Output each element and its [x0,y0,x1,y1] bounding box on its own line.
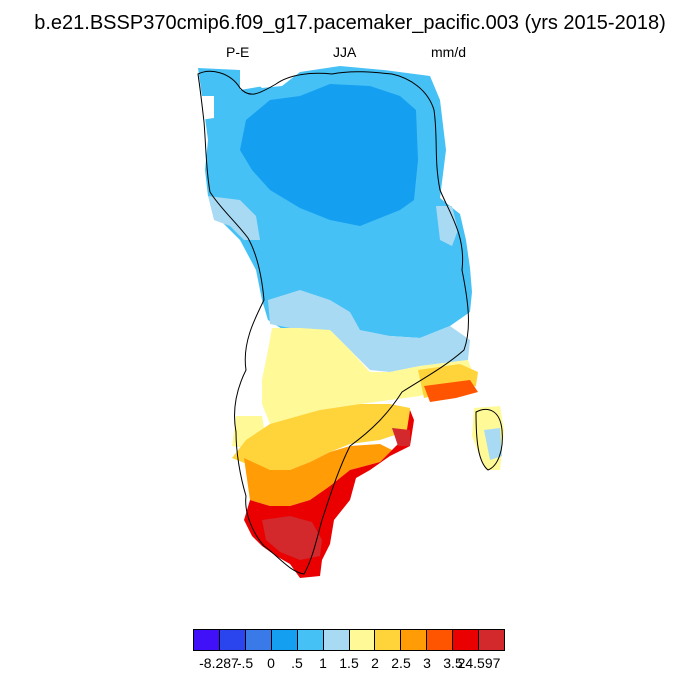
colorbar-label: .5 [291,655,303,671]
region-yellow-band [262,328,474,424]
colorbar-label: 1.5 [339,655,359,671]
units-label: mm/d [431,44,466,60]
coastline-main [197,70,469,575]
colorbar-cell [323,630,350,650]
region-dark-red-east [392,428,410,446]
region-orange-band [244,444,392,506]
region-island-blue [484,428,502,460]
colorbar-label: -8.287 [199,655,239,671]
colorbar-cell [219,630,246,650]
region-north-blue [240,84,418,226]
season-label: JJA [333,44,357,60]
colorbar-cell [271,630,298,650]
colorbar-cell [427,630,454,650]
map-title: b.e21.BSSP370cmip6.f09_g17.pacemaker_pac… [34,12,666,34]
colorbar [193,629,505,651]
colorbar-label: -.5 [236,655,254,671]
region-gold-band [232,404,410,470]
region-gap-2 [198,96,214,120]
colorbar-label: 3 [423,655,431,671]
colorbar-cell [194,630,220,650]
region-dark-red-south [262,516,322,560]
region-orange-east [424,380,478,402]
colorbar-cell [245,630,272,650]
colorbar-cell [453,630,480,650]
region-band-light [268,290,470,372]
colorbar-label: 0 [267,655,275,671]
colorbar-cell [479,630,505,650]
region-gap-1 [240,70,264,90]
colorbar-cell [375,630,402,650]
colorbar-label: 24.597 [457,655,501,671]
colorbar-label: 2.5 [391,655,411,671]
colorbar-cell [349,630,376,650]
colorbar-label: 1 [319,655,327,671]
colorbar-cell [401,630,428,650]
region-east-light [436,206,458,246]
coastline-island [475,408,503,471]
colorbar-label: 3.5 [443,655,463,671]
map-field [198,66,504,578]
colorbar-cell [297,630,324,650]
colorbar-label: 2 [371,655,379,671]
variable-label: P-E [226,44,250,60]
coastline [197,70,503,575]
